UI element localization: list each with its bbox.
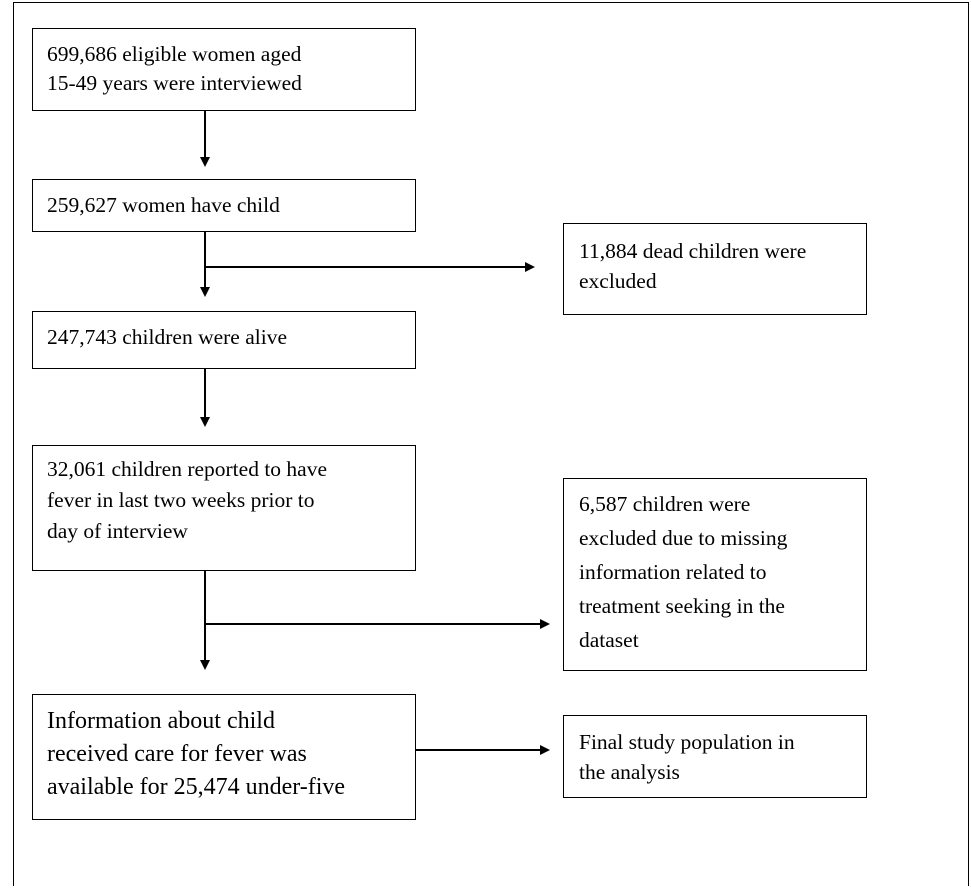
step-children-fever-line-2: fever in last two weeks prior to (47, 488, 315, 512)
step-eligible-women-box: 699,686 eligible women aged 15-49 years … (32, 28, 416, 111)
excluded-dead-children-box: 11,884 dead children were excluded (563, 223, 867, 315)
step-care-information-box: Information about child received care fo… (32, 694, 416, 820)
excluded-missing-info-line-1: 6,587 children were (579, 492, 751, 516)
step-care-information-line-3: available for 25,474 under-five (47, 774, 346, 800)
step-children-fever-line-3: day of interview (47, 519, 188, 543)
step-children-alive-line-1: 247,743 children were alive (47, 325, 287, 349)
excluded-missing-info-line-4: treatment seeking in the (579, 594, 785, 618)
step-eligible-women-line-2: 15-49 years were interviewed (47, 71, 302, 95)
excluded-missing-info-line-2: excluded due to missing (579, 526, 788, 550)
excluded-dead-children-line-2: excluded (579, 269, 657, 293)
final-study-population-box: Final study population in the analysis (563, 715, 867, 798)
step-women-with-child-box: 259,627 women have child (32, 179, 416, 232)
excluded-missing-info-box: 6,587 children were excluded due to miss… (563, 478, 867, 671)
excluded-missing-info-line-5: dataset (579, 628, 639, 652)
final-study-population-line-2: the analysis (579, 760, 680, 784)
excluded-missing-info-line-3: information related to (579, 560, 767, 584)
step-children-fever-box: 32,061 children reported to have fever i… (32, 445, 416, 571)
step-care-information-line-1: Information about child (47, 708, 275, 734)
step-eligible-women-line-1: 699,686 eligible women aged (47, 42, 302, 66)
step-care-information-line-2: received care for fever was (47, 741, 307, 767)
final-study-population-line-1: Final study population in (579, 730, 795, 754)
step-children-alive-box: 247,743 children were alive (32, 311, 416, 369)
diagram-frame (13, 2, 969, 886)
step-women-with-child-line-1: 259,627 women have child (47, 193, 280, 217)
step-children-fever-line-1: 32,061 children reported to have (47, 457, 328, 481)
excluded-dead-children-line-1: 11,884 dead children were (579, 239, 807, 263)
